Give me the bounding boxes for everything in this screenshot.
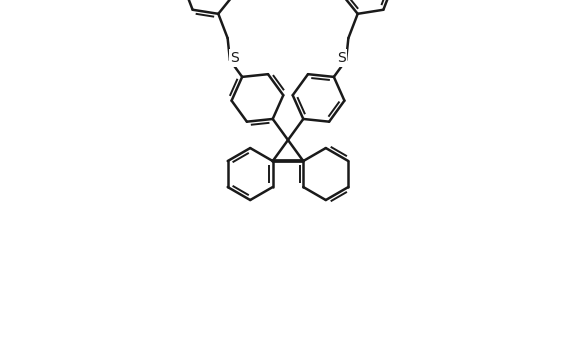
Text: S: S [230, 51, 239, 65]
Text: S: S [337, 51, 346, 65]
